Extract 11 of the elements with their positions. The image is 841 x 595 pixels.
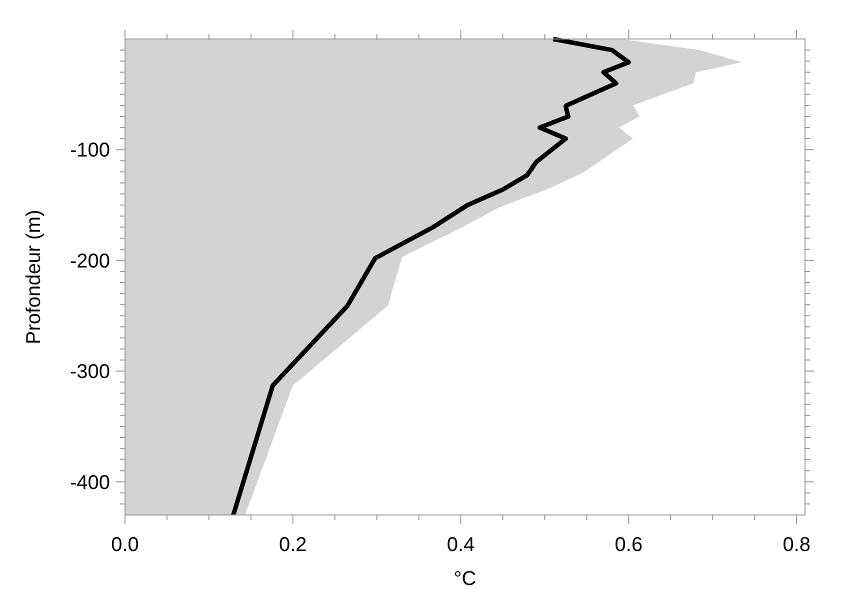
y-tick-label: -300: [70, 361, 110, 384]
x-tick-label: 0.0: [111, 534, 139, 556]
x-tick-label: 0.2: [278, 534, 307, 556]
x-axis-title: °C: [454, 568, 476, 590]
y-tick-label: -200: [70, 250, 110, 272]
x-tick-label: 0.8: [782, 534, 811, 556]
y-tick-label: -400: [70, 472, 110, 494]
y-tick-label: -100: [70, 140, 110, 162]
y-axis-title: Profondeur (m): [23, 210, 45, 344]
x-tick-label: 0.4: [446, 534, 475, 556]
x-tick-label: 0.6: [614, 534, 643, 556]
